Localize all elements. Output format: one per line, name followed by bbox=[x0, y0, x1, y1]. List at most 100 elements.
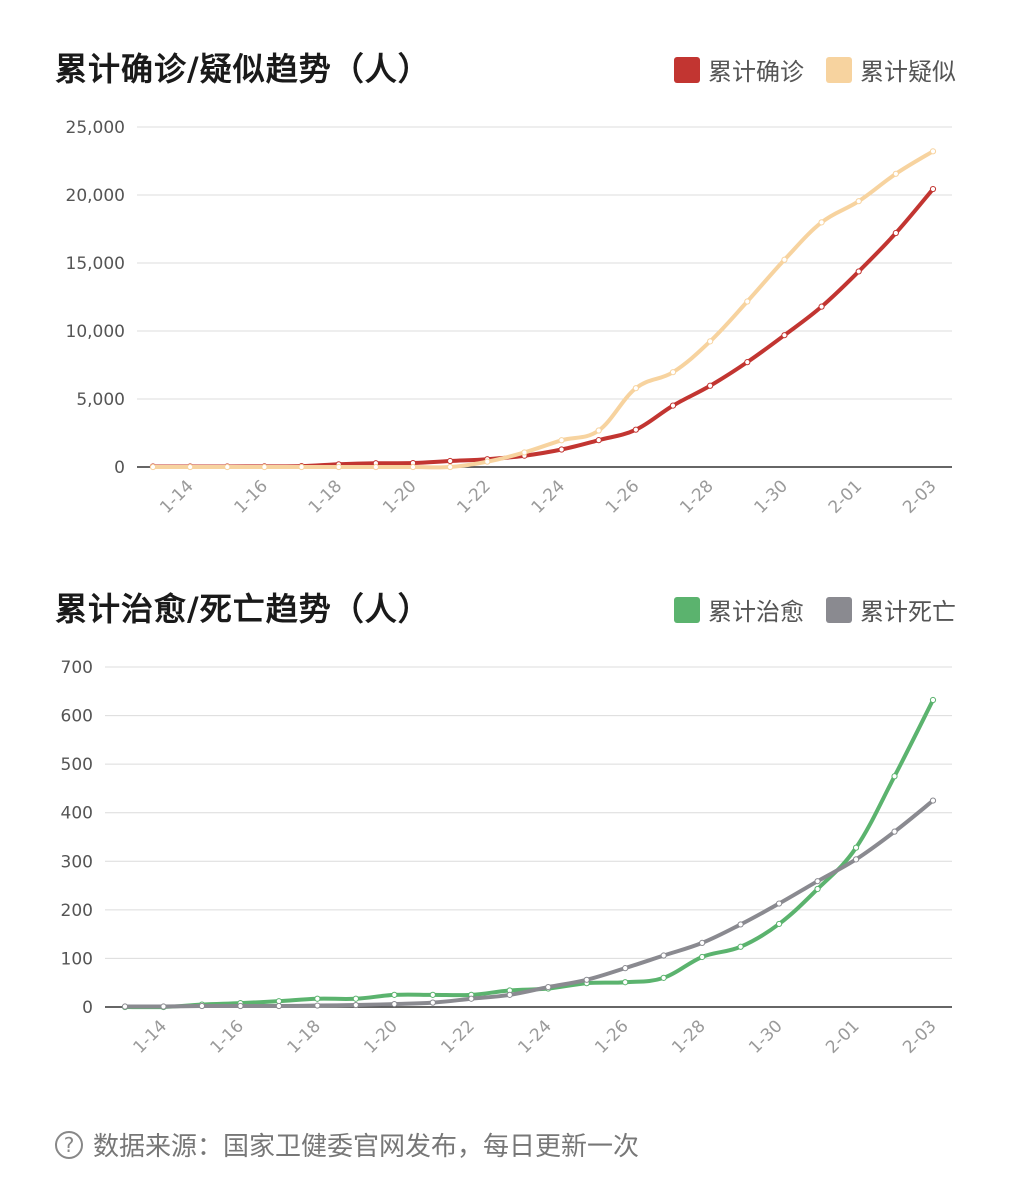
series-line-0[interactable] bbox=[123, 698, 935, 1010]
chart-title: 累计确诊/疑似趋势（人） bbox=[55, 50, 431, 88]
data-point[interactable] bbox=[447, 457, 454, 465]
data-point[interactable] bbox=[699, 939, 706, 946]
data-point[interactable] bbox=[314, 995, 321, 1002]
data-point[interactable] bbox=[558, 446, 565, 453]
data-point[interactable] bbox=[237, 1002, 244, 1010]
data-point[interactable] bbox=[545, 983, 552, 991]
data-point[interactable] bbox=[814, 878, 821, 885]
legend-label: 累计治愈 bbox=[708, 598, 804, 626]
chart-confirmed-suspected: 累计确诊/疑似趋势（人） 累计确诊 累计疑似 bbox=[0, 44, 1011, 544]
data-point[interactable] bbox=[352, 1001, 359, 1009]
data-point[interactable] bbox=[622, 965, 629, 972]
data-point[interactable] bbox=[852, 856, 860, 863]
data-point[interactable] bbox=[314, 1002, 321, 1009]
x-tick-label: 1-18 bbox=[283, 1016, 324, 1057]
data-point[interactable] bbox=[187, 463, 194, 471]
data-point[interactable] bbox=[852, 844, 860, 851]
data-point[interactable] bbox=[121, 1003, 129, 1010]
data-point[interactable] bbox=[775, 900, 783, 907]
legend-swatch bbox=[826, 56, 852, 83]
data-point[interactable] bbox=[669, 402, 677, 409]
data-point[interactable] bbox=[149, 463, 157, 471]
data-point[interactable] bbox=[744, 298, 751, 305]
x-tick-label: 1-24 bbox=[514, 1016, 555, 1057]
question-circle-icon[interactable]: ? bbox=[55, 1130, 83, 1159]
data-point[interactable] bbox=[160, 1003, 167, 1010]
data-point[interactable] bbox=[558, 437, 565, 444]
data-point[interactable] bbox=[744, 359, 751, 366]
x-tick-label: 1-14 bbox=[130, 1016, 171, 1057]
y-tick-label: 700 bbox=[61, 658, 93, 678]
data-point[interactable] bbox=[892, 170, 899, 177]
data-point[interactable] bbox=[707, 338, 714, 345]
data-point[interactable] bbox=[409, 463, 417, 471]
data-point[interactable] bbox=[892, 229, 899, 237]
data-point[interactable] bbox=[737, 943, 744, 950]
data-point[interactable] bbox=[929, 797, 937, 804]
data-point[interactable] bbox=[484, 458, 491, 465]
data-point[interactable] bbox=[737, 921, 744, 928]
x-tick-label: 1-22 bbox=[453, 476, 494, 517]
data-point[interactable] bbox=[521, 449, 528, 456]
y-tick-label: 15,000 bbox=[66, 254, 125, 274]
data-point[interactable] bbox=[447, 463, 454, 471]
data-point[interactable] bbox=[335, 463, 342, 471]
data-point[interactable] bbox=[855, 268, 862, 275]
data-point[interactable] bbox=[391, 991, 398, 998]
data-point[interactable] bbox=[891, 828, 898, 835]
data-point[interactable] bbox=[595, 437, 602, 444]
x-tick-label: 1-20 bbox=[360, 1016, 401, 1057]
legend-item-suspected[interactable]: 累计疑似 bbox=[826, 52, 956, 87]
data-point[interactable] bbox=[707, 382, 714, 389]
series-line-1[interactable] bbox=[151, 149, 935, 470]
legend-swatch bbox=[674, 56, 700, 83]
x-tick-label: 1-26 bbox=[602, 476, 643, 517]
data-point[interactable] bbox=[929, 148, 937, 155]
data-point[interactable] bbox=[583, 976, 590, 983]
data-point[interactable] bbox=[391, 1000, 398, 1008]
data-point[interactable] bbox=[595, 427, 602, 434]
legend-item-confirmed[interactable]: 累计确诊 bbox=[674, 52, 804, 87]
data-point[interactable] bbox=[699, 953, 706, 961]
legend-label: 累计疑似 bbox=[860, 58, 956, 86]
data-point[interactable] bbox=[429, 991, 436, 998]
data-point[interactable] bbox=[818, 303, 825, 310]
data-point[interactable] bbox=[855, 198, 862, 205]
data-point[interactable] bbox=[814, 885, 821, 893]
legend-item-cured[interactable]: 累计治愈 bbox=[674, 592, 804, 627]
data-point[interactable] bbox=[818, 219, 825, 226]
data-point[interactable] bbox=[660, 952, 667, 959]
data-point[interactable] bbox=[781, 332, 788, 339]
y-tick-label: 10,000 bbox=[66, 322, 125, 342]
x-tick-label: 1-30 bbox=[745, 1016, 786, 1057]
data-point[interactable] bbox=[506, 991, 513, 998]
data-point[interactable] bbox=[468, 995, 475, 1002]
data-point[interactable] bbox=[781, 256, 788, 263]
data-point[interactable] bbox=[224, 463, 231, 471]
data-point[interactable] bbox=[372, 463, 379, 471]
data-point[interactable] bbox=[775, 920, 783, 928]
chart-legend: 累计治愈 累计死亡 bbox=[674, 592, 956, 627]
data-point[interactable] bbox=[929, 696, 937, 704]
series-line-0[interactable] bbox=[151, 187, 935, 469]
data-point[interactable] bbox=[275, 1002, 283, 1010]
y-tick-label: 25,000 bbox=[66, 118, 125, 138]
legend-item-deaths[interactable]: 累计死亡 bbox=[826, 592, 956, 627]
data-point[interactable] bbox=[429, 999, 436, 1006]
chart-title: 累计治愈/死亡趋势（人） bbox=[55, 590, 431, 628]
series-line-1[interactable] bbox=[123, 798, 935, 1009]
data-point[interactable] bbox=[929, 185, 937, 193]
data-point[interactable] bbox=[891, 773, 898, 780]
data-point[interactable] bbox=[660, 974, 667, 981]
data-point[interactable] bbox=[198, 1002, 206, 1010]
data-point[interactable] bbox=[632, 426, 639, 433]
data-point[interactable] bbox=[622, 979, 629, 986]
x-tick-label: 1-20 bbox=[379, 476, 420, 517]
data-point[interactable] bbox=[261, 463, 268, 471]
data-point[interactable] bbox=[632, 385, 639, 392]
y-tick-label: 0 bbox=[82, 998, 93, 1018]
data-point[interactable] bbox=[298, 463, 305, 471]
data-point[interactable] bbox=[352, 995, 359, 1002]
data-point[interactable] bbox=[669, 369, 677, 376]
y-tick-label: 100 bbox=[61, 949, 93, 969]
